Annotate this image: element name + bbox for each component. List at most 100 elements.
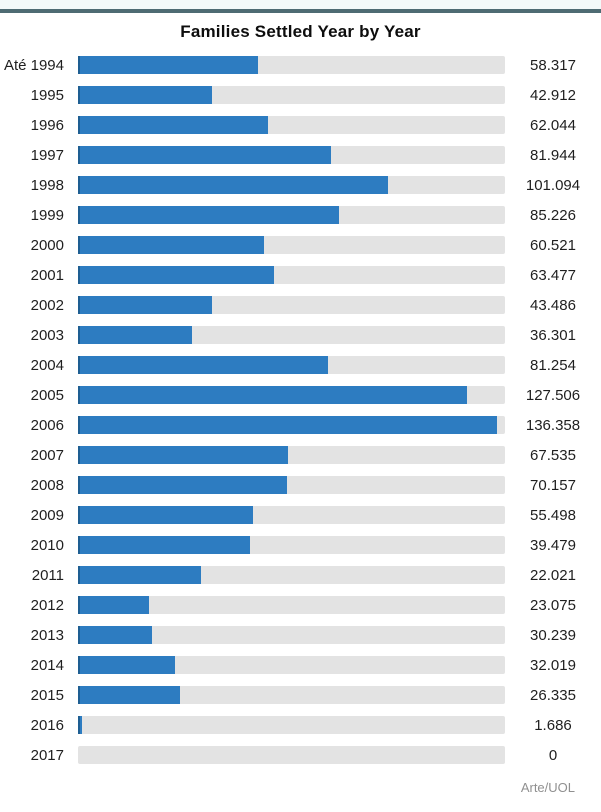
bar-track-holder [72, 656, 505, 674]
row-label: 2014 [30, 656, 64, 674]
row-value: 22.021 [530, 566, 576, 584]
row-value: 55.498 [530, 506, 576, 524]
top-strip [0, 0, 601, 9]
bar-track [78, 86, 505, 104]
bar-fill [78, 296, 213, 314]
bar-track [78, 746, 505, 764]
chart-row: 1998 101.094 [0, 170, 601, 200]
bar-track-holder [72, 266, 505, 284]
chart-row: 1999 85.226 [0, 200, 601, 230]
chart-row: 2012 23.075 [0, 590, 601, 620]
bar-fill [78, 626, 152, 644]
row-value: 26.335 [530, 686, 576, 704]
bar-track-holder [72, 566, 505, 584]
row-label: 2017 [30, 746, 64, 764]
chart-row: 2008 70.157 [0, 470, 601, 500]
row-label: 2002 [30, 296, 64, 314]
chart-row: 2001 63.477 [0, 260, 601, 290]
bar-track [78, 506, 505, 524]
row-label: 1996 [30, 116, 64, 134]
row-value: 32.019 [530, 656, 576, 674]
bar-track [78, 56, 505, 74]
bar-track [78, 446, 505, 464]
row-label: 1998 [30, 176, 64, 194]
row-label: 2006 [30, 416, 64, 434]
bar-track-holder [72, 596, 505, 614]
bar-track [78, 236, 505, 254]
bar-track [78, 476, 505, 494]
chart-row: 2009 55.498 [0, 500, 601, 530]
row-label: 1999 [30, 206, 64, 224]
row-label: 2000 [30, 236, 64, 254]
bar-track-holder [72, 446, 505, 464]
bar-track [78, 686, 505, 704]
chart-row: 2003 36.301 [0, 320, 601, 350]
chart-title: Families Settled Year by Year [180, 21, 421, 41]
row-label: 2009 [30, 506, 64, 524]
row-value: 1.686 [534, 716, 572, 734]
bar-rows: Até 1994 58.317 1995 42.912 1996 62.044 … [0, 50, 601, 770]
bar-track-holder [72, 236, 505, 254]
bar-fill [78, 476, 287, 494]
row-value: 67.535 [530, 446, 576, 464]
bar-track-holder [72, 416, 505, 434]
bar-track [78, 356, 505, 374]
bar-fill [78, 686, 181, 704]
row-label: 2004 [30, 356, 64, 374]
chart-row: 1995 42.912 [0, 80, 601, 110]
bar-track [78, 266, 505, 284]
bar-fill [78, 176, 388, 194]
bar-fill [78, 536, 251, 554]
bar-track [78, 566, 505, 584]
bar-fill [78, 386, 467, 404]
bar-track-holder [72, 296, 505, 314]
row-label: 2015 [30, 686, 64, 704]
chart-row: 2013 30.239 [0, 620, 601, 650]
row-value: 42.912 [530, 86, 576, 104]
chart-row: 1997 81.944 [0, 140, 601, 170]
row-label: 2005 [30, 386, 64, 404]
bar-fill [78, 446, 289, 464]
bar-track-holder [72, 56, 505, 74]
row-label: 2011 [31, 566, 64, 584]
bar-track-holder [72, 326, 505, 344]
bar-track-holder [72, 716, 505, 734]
chart-row: 2004 81.254 [0, 350, 601, 380]
bar-track [78, 656, 505, 674]
bar-track [78, 386, 505, 404]
row-value: 30.239 [530, 626, 576, 644]
bar-track-holder [72, 476, 505, 494]
row-value: 127.506 [525, 386, 581, 404]
bar-track-holder [72, 686, 505, 704]
bar-track [78, 146, 505, 164]
bar-fill [78, 356, 328, 374]
row-label: 2003 [30, 326, 64, 344]
bar-fill [78, 86, 213, 104]
bar-fill [78, 236, 265, 254]
bar-track-holder [72, 206, 505, 224]
row-label: 1997 [30, 146, 64, 164]
row-value: 62.044 [530, 116, 576, 134]
bar-fill [78, 266, 274, 284]
bar-fill [78, 506, 254, 524]
row-value: 23.075 [530, 596, 576, 614]
chart-row: 2000 60.521 [0, 230, 601, 260]
bar-track [78, 116, 505, 134]
chart-row: 2005 127.506 [0, 380, 601, 410]
row-label: 2010 [30, 536, 64, 554]
row-label: 2012 [30, 596, 64, 614]
row-value: 58.317 [530, 56, 576, 74]
bar-track [78, 326, 505, 344]
chart-row: 2007 67.535 [0, 440, 601, 470]
chart-row: 2015 26.335 [0, 680, 601, 710]
bar-fill [78, 596, 149, 614]
bar-track [78, 596, 505, 614]
chart-row: 2017 0 [0, 740, 601, 770]
bar-track-holder [72, 86, 505, 104]
bar-track [78, 536, 505, 554]
chart-row: Até 1994 58.317 [0, 50, 601, 80]
row-value: 101.094 [525, 176, 581, 194]
chart-row: 2016 1.686 [0, 710, 601, 740]
bar-fill [78, 56, 259, 74]
